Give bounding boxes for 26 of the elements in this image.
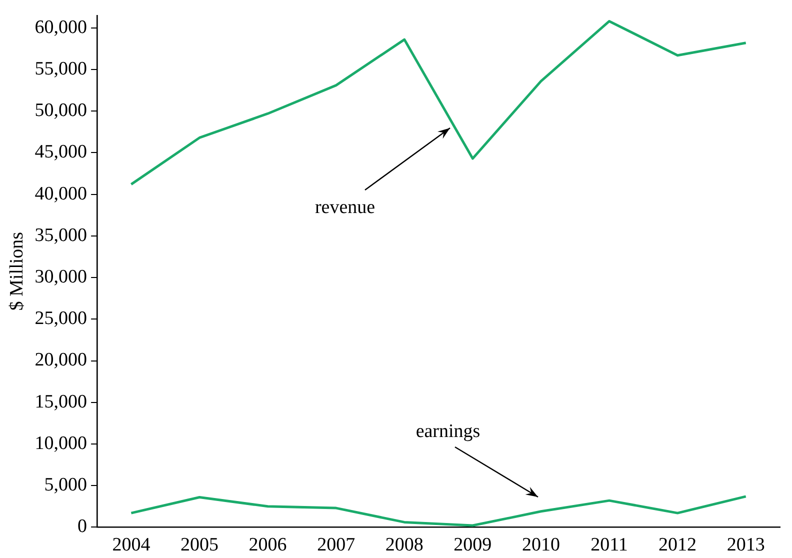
x-tick-label: 2005 [180,534,218,556]
text: earnings [416,420,480,442]
y-tick-label: 15,000 [34,391,88,412]
y-tick-label: 30,000 [34,266,88,288]
y-tick-label: 50,000 [34,100,88,122]
y-tick-label: 25,000 [34,308,88,330]
x-tick-label: 2009 [454,534,492,556]
y-tick-label: 60,000 [34,16,88,38]
x-tick-label: 2004 [112,534,151,556]
y-tick-label: 35,000 [34,224,88,246]
x-tick-label: 2013 [726,534,765,556]
y-tick-label: 20,000 [34,350,88,371]
x-tick-label: 2007 [317,534,356,556]
y-tick-label: 55,000 [34,58,88,80]
y-tick-label: 45,000 [34,142,88,163]
y-tick-label: 40,000 [34,183,88,204]
text: revenue [314,196,376,218]
y-tick-label: 0 [78,516,88,538]
y-axis-title: $ Millions [6,232,28,311]
x-tick-label: 2006 [248,534,287,556]
x-tick-label: 2012 [658,534,697,556]
x-tick-label: 2011 [590,534,628,556]
y-tick-label: 10,000 [34,432,88,454]
x-tick-label: 2008 [385,534,424,556]
y-tick-label: 5,000 [44,474,88,496]
x-tick-label: 2010 [522,534,560,556]
